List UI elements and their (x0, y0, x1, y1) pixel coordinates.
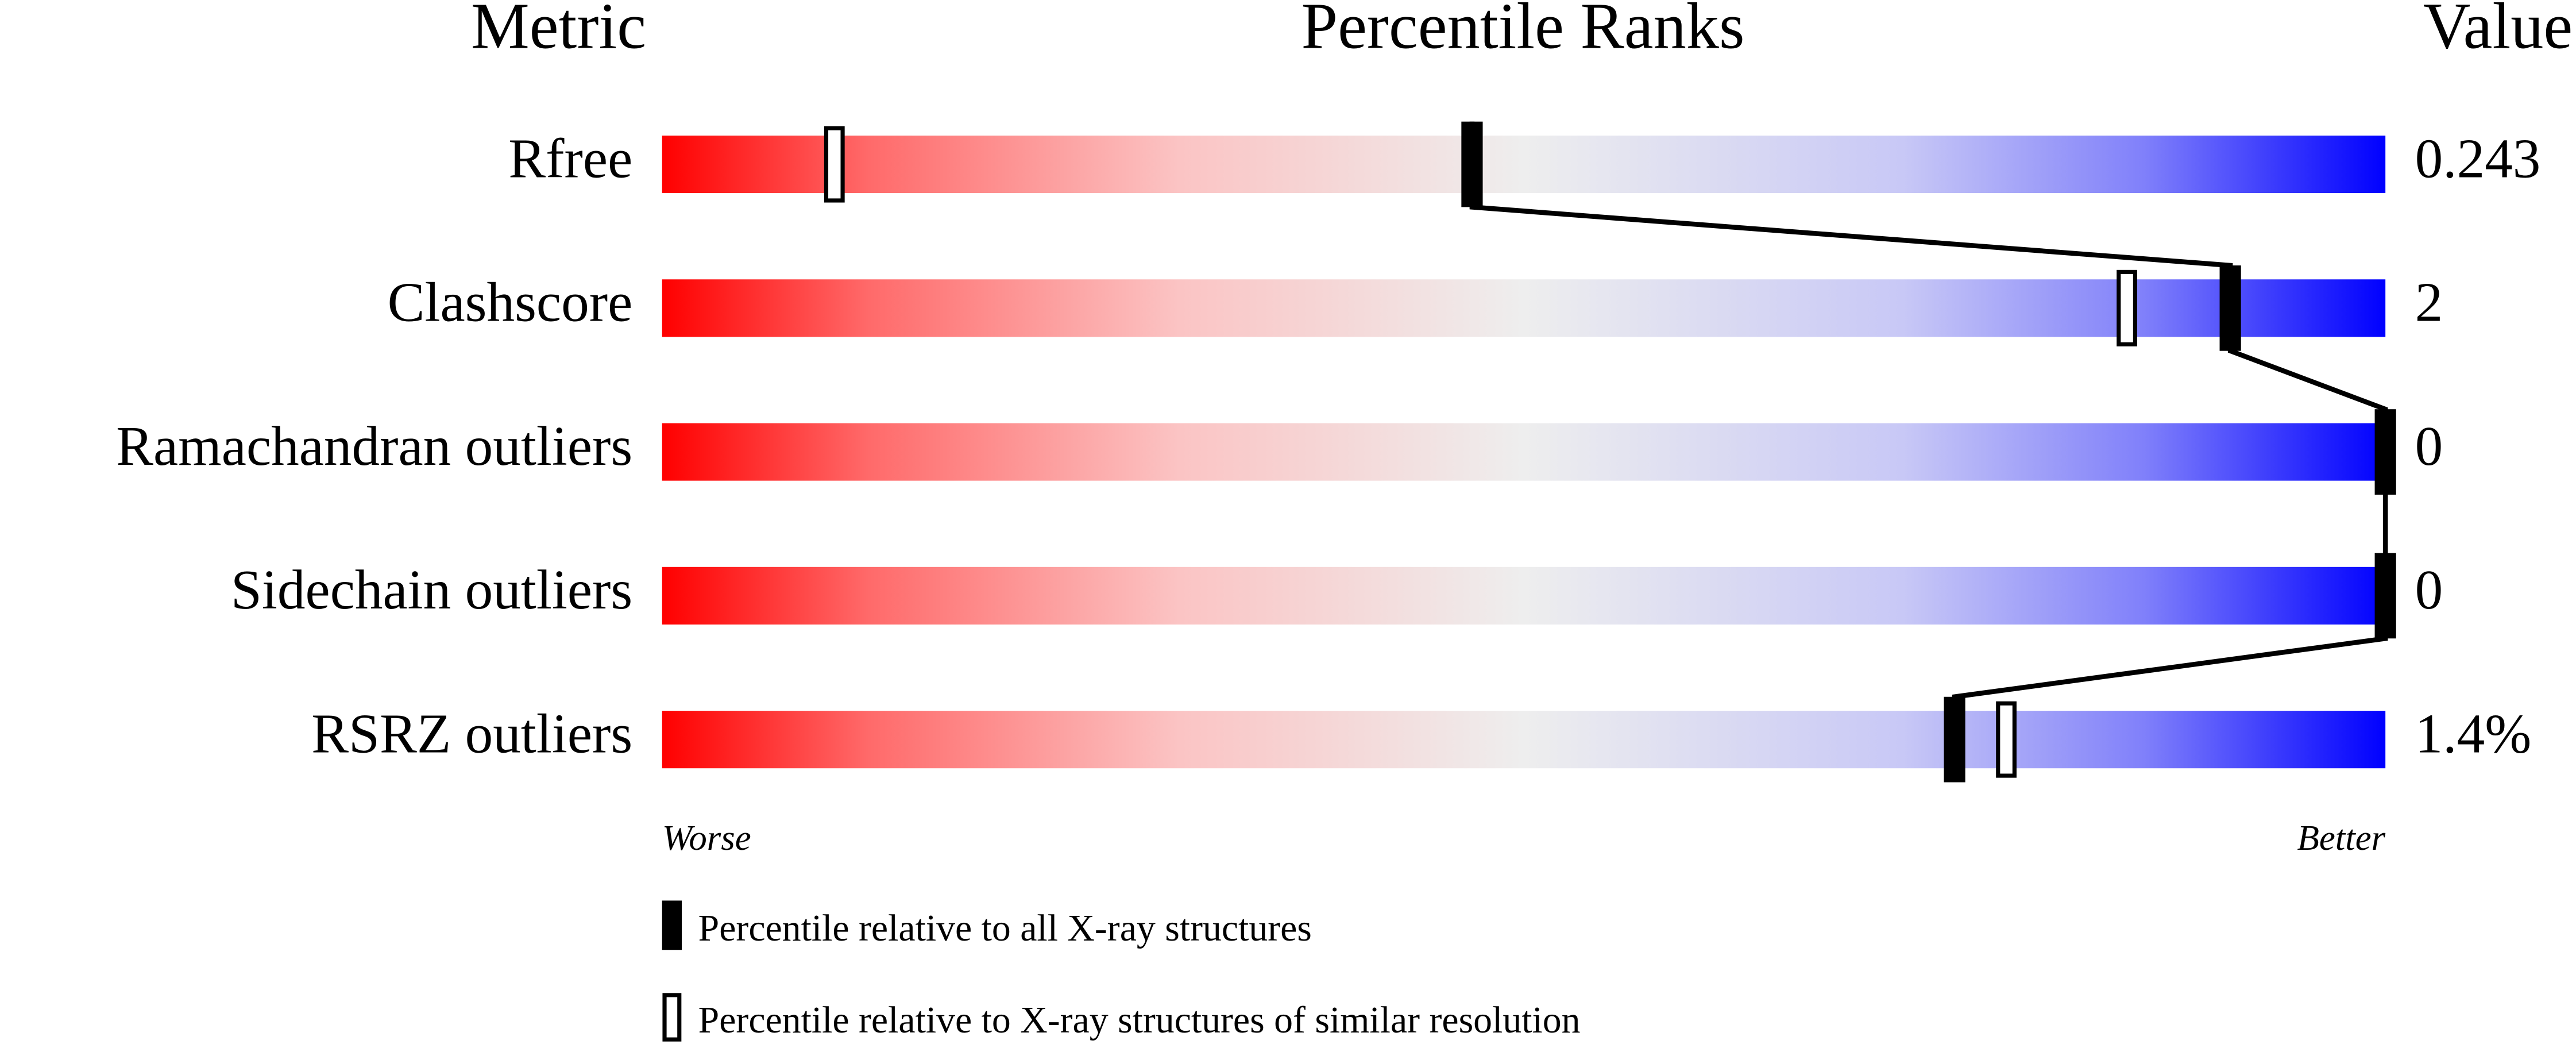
legend-swatch (662, 900, 682, 950)
metric-label: Clashscore (388, 272, 633, 334)
column-header: Value (2423, 0, 2573, 62)
similar-resolution-marker (824, 126, 845, 203)
percentile-bar (662, 135, 2386, 194)
metric-value: 1.4% (2415, 703, 2532, 765)
metric-value: 2 (2415, 272, 2443, 334)
all-structures-marker (2374, 553, 2396, 639)
all-structures-marker (2219, 265, 2241, 351)
similar-resolution-marker (1996, 701, 2017, 778)
legend-label: Percentile relative to all X-ray structu… (698, 907, 1312, 949)
all-structures-marker (2374, 409, 2396, 495)
percentile-bar (662, 711, 2386, 769)
column-header: Metric (471, 0, 646, 62)
similar-resolution-marker (2117, 269, 2137, 346)
metric-label: Sidechain outliers (231, 559, 632, 621)
metric-value: 0.243 (2415, 128, 2541, 190)
metric-value: 0 (2415, 559, 2443, 621)
axis-label: Better (2297, 818, 2385, 858)
metric-label: RSRZ outliers (311, 703, 632, 765)
percentile-bar (662, 423, 2386, 481)
axis-label: Worse (662, 818, 751, 858)
all-structures-marker (1944, 696, 1965, 783)
legend-swatch (662, 993, 682, 1042)
metric-label: Rfree (508, 128, 632, 190)
metric-value: 0 (2415, 415, 2443, 477)
metric-label: Ramachandran outliers (116, 415, 632, 477)
percentile-bar (662, 567, 2386, 625)
percentile-bar (662, 279, 2386, 337)
all-structures-marker (1461, 121, 1483, 207)
legend-label: Percentile relative to X-ray structures … (698, 999, 1581, 1041)
column-header: Percentile Ranks (1301, 0, 1745, 62)
